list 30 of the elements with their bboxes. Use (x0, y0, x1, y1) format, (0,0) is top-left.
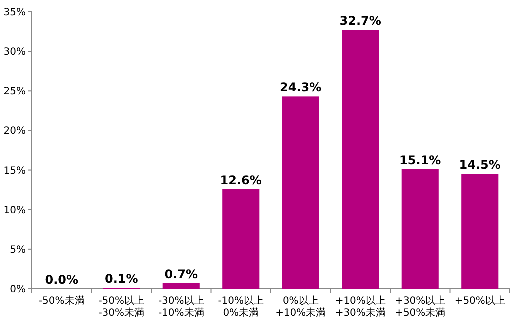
x-tick-label: -30%以上 -10%未満 (158, 295, 204, 319)
y-tick-label: 30% (4, 47, 26, 58)
y-tick-label: 25% (4, 86, 26, 98)
data-label: 0.0% (45, 273, 79, 287)
x-tick-label: 0%以上 +10%未満 (276, 295, 326, 319)
y-tick-label: 20% (4, 126, 26, 138)
bar (402, 169, 439, 289)
x-tick-label: -50%未満 (38, 295, 85, 307)
data-label: 0.1% (104, 272, 138, 286)
y-tick-label: 5% (10, 244, 26, 256)
data-label: 15.1% (400, 153, 442, 168)
bar (342, 30, 380, 289)
data-label: 0.7% (164, 267, 198, 282)
x-tick-label: -50%以上 -30%未満 (98, 295, 145, 319)
bar (462, 174, 499, 289)
x-tick-label: +10%以上 +30%未満 (335, 295, 386, 319)
y-tick-label: 15% (4, 166, 26, 177)
y-tick-label: 35% (4, 8, 26, 18)
y-tick-label: 0% (10, 284, 26, 296)
bar (162, 283, 200, 289)
data-label: 32.7% (340, 14, 382, 28)
x-tick-label: +30%以上 +50%未満 (395, 295, 446, 319)
bar (282, 96, 320, 289)
y-tick-label: 10% (4, 205, 26, 216)
x-tick-label: +50%以上 (454, 295, 506, 307)
bar (222, 189, 260, 289)
data-label: 14.5% (459, 158, 501, 172)
x-tick-label: -10%以上 0%未満 (218, 295, 264, 319)
data-label: 24.3% (280, 80, 322, 95)
data-label: 12.6% (220, 173, 262, 188)
